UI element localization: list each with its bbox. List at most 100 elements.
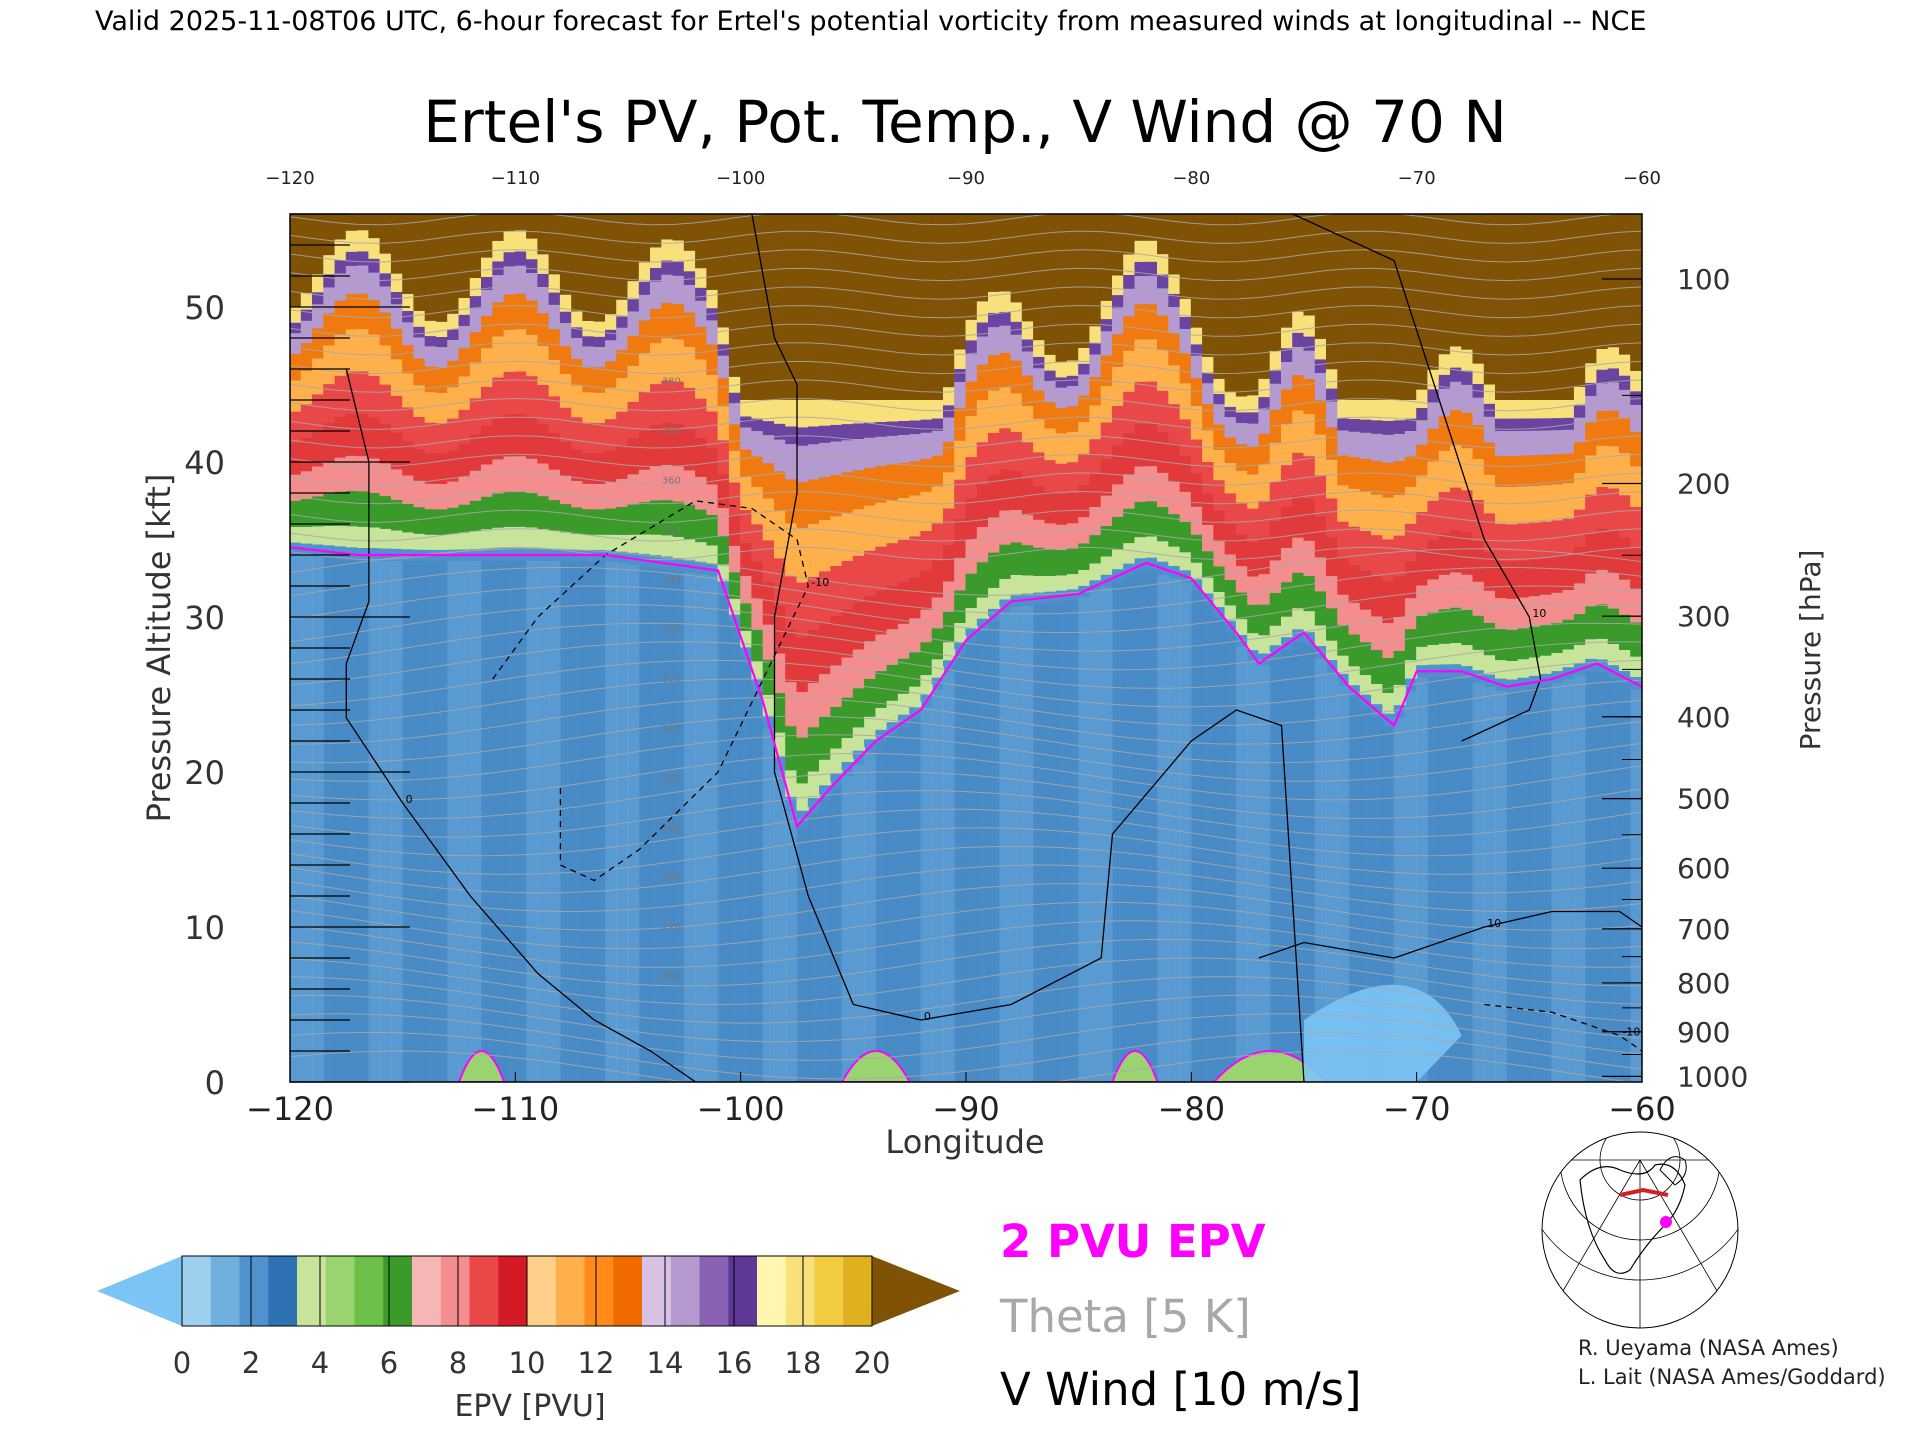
pv-cell [988,355,1001,391]
pv-cell [1551,400,1564,419]
pressure-tick-label: 100 [1677,263,1730,296]
pv-cell [1596,604,1609,639]
pv-cell-shade [537,561,550,1082]
pv-cell [819,785,832,794]
pv-cell-shade [931,689,944,1082]
pv-cell [796,582,809,638]
pv-cell [379,384,392,424]
pv-cell [1314,646,1328,653]
pv-cell [436,509,449,535]
pv-cell-shade [976,631,990,1082]
pv-cell [1540,418,1553,431]
pv-cell [841,762,854,770]
pv-cell [537,287,550,314]
pv-cell [999,599,1012,607]
pv-cell [548,214,561,275]
pv-cell [1416,665,1429,672]
pv-cell-shade [1224,631,1237,1082]
pv-cell [1382,434,1395,463]
pv-cell [537,385,550,425]
pv-cell [897,497,911,540]
pv-cell [1021,375,1035,406]
pv-cell [762,214,775,400]
pv-cell [1619,214,1632,355]
pv-cell [1314,434,1328,476]
pv-cell [672,424,685,467]
pv-cell [1314,625,1328,646]
pv-cell [1281,506,1294,548]
pv-cell [976,562,990,598]
pv-cell [1269,593,1282,626]
pv-cell [1416,214,1429,390]
pv-cell [1528,214,1542,400]
pv-cell [1179,214,1192,299]
theta-line [290,845,1642,894]
pv-cell [1168,214,1181,275]
pv-cell [796,527,809,583]
pv-cell [469,362,483,399]
pv-cell-shade [1438,677,1451,1082]
pv-cell [1573,472,1587,510]
pv-cell [841,472,854,513]
pv-cell [1461,370,1474,385]
x-top-tick-label: −70 [1398,168,1436,189]
pv-cell [1371,420,1384,434]
pv-cell [1382,581,1395,623]
pv-cell [481,315,494,349]
pv-cell [1382,623,1395,658]
pv-cell [864,716,877,740]
pv-cell [447,481,460,508]
pv-cell [1168,404,1181,443]
pv-cell [469,398,483,435]
pv-cell-shade [909,719,922,1082]
pv-cell [1100,422,1113,459]
y-axis-label: Pressure Altitude [kft] [140,474,178,823]
pv-cell [481,214,494,258]
pv-cell [526,259,539,273]
pv-cell [1224,493,1237,524]
pv-cell [672,240,685,262]
theta-label: 320 [662,674,681,685]
pv-cell [650,247,663,268]
pv-cell [526,334,539,377]
pv-cell [976,618,990,626]
pv-cell [469,332,483,363]
pv-cell [650,555,663,562]
pv-cell [582,336,595,347]
pv-cell [728,514,742,546]
pv-cell-shade [650,568,663,1082]
pv-cell [695,214,708,269]
pv-cell [965,573,978,608]
pv-cell [909,214,922,400]
pv-cell-shade [571,561,584,1082]
pv-cell [312,214,325,275]
colorbar-swatch [383,1256,413,1326]
pv-cell [1359,531,1373,571]
pv-cell [1517,560,1530,598]
theta-line [290,490,1642,505]
colorbar-swatch [584,1256,614,1326]
pv-cell [1269,560,1282,593]
pv-cell-shade [943,672,956,1082]
pv-cell [683,559,697,567]
pv-cell [447,418,460,451]
pv-cell [1021,339,1035,352]
pv-cell [1619,579,1632,615]
pv-cell [1483,622,1497,656]
pv-cell [1596,659,1609,667]
pv-cell [1495,678,1508,685]
pv-cell [954,369,967,382]
pv-cell [1359,432,1373,459]
pv-cell [661,239,674,261]
pv-cell [1258,397,1271,410]
pv-cell [999,428,1012,470]
pv-cell [1044,523,1057,550]
pv-cell [402,322,415,346]
pv-cell [379,496,392,529]
x-top-tick-label: −100 [716,168,765,189]
theta-line [290,286,1642,300]
pv-cell [683,539,697,560]
pv-cell [988,313,1001,328]
pv-cell [830,214,843,400]
pv-cell [920,694,933,702]
